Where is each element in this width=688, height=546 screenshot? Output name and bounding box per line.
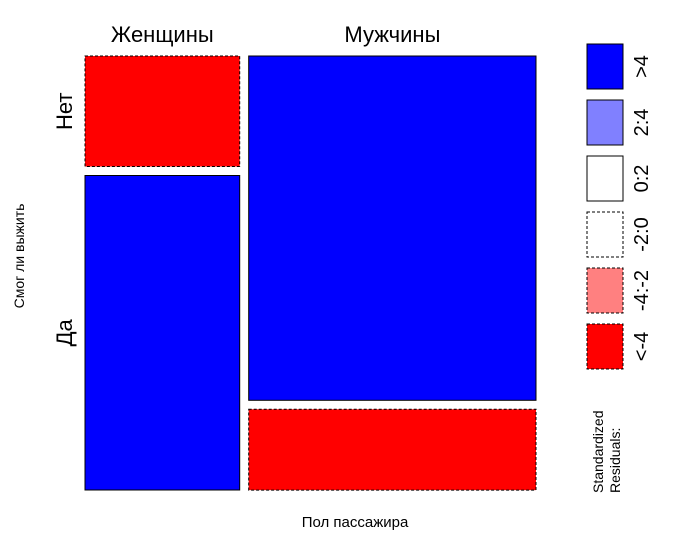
legend-swatch-2	[586, 99, 624, 146]
legend-swatch-1	[586, 43, 624, 90]
legend-title-line-2: Residuals:	[607, 428, 623, 493]
legend-label-6: <-4	[631, 332, 653, 361]
row-label-2: Да	[52, 318, 77, 346]
column-label-2: Мужчины	[344, 22, 440, 47]
mosaic-cell-2-1	[248, 55, 537, 401]
column-labels: Женщины Мужчины	[111, 22, 440, 47]
legend-label-5: -4:-2	[631, 270, 653, 311]
legend-label-1: >4	[631, 55, 653, 78]
legend-swatch-4	[586, 211, 624, 258]
mosaic-cell-2-2	[248, 408, 537, 491]
legend-title-line-1: Standardized	[590, 410, 606, 493]
legend-swatch-6	[586, 323, 624, 370]
legend-swatch-5	[586, 267, 624, 314]
mosaic-cells	[84, 55, 537, 491]
legend-label-3: 0:2	[631, 165, 653, 193]
y-axis-label: Смог ли выжить	[11, 204, 27, 309]
legend-label-4: -2:0	[631, 217, 653, 251]
legend-label-2: 2:4	[631, 109, 653, 137]
mosaic-cell-1-2	[84, 175, 241, 491]
mosaic-cell-1-1	[84, 55, 241, 167]
row-labels: Нет Да	[52, 93, 77, 347]
column-label-1: Женщины	[111, 22, 214, 47]
legend-swatch-3	[586, 155, 624, 202]
x-axis-label: Пол пассажира	[302, 514, 409, 531]
row-label-1: Нет	[52, 93, 77, 130]
legend: >4 2:4 0:2 -2:0 -4:-2 <-4	[586, 43, 653, 370]
